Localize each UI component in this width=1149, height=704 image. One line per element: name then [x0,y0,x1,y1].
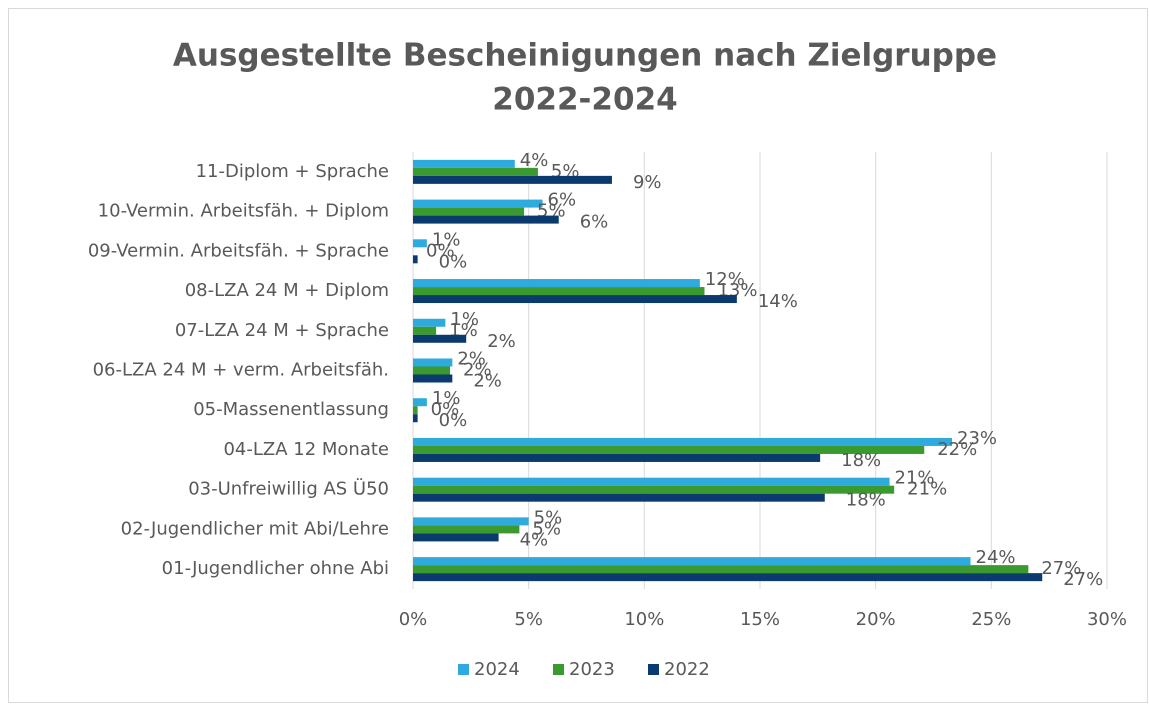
bar [413,406,418,415]
value-label: 27% [1063,569,1103,590]
value-label: 9% [633,172,662,193]
x-tick-label: 30% [1087,609,1127,630]
legend-label: 2022 [664,659,710,680]
chart-title: Ausgestellte Bescheinigungen nach Zielgr… [173,38,997,74]
bar [413,485,895,494]
bar [413,533,499,542]
bar [413,493,825,502]
bar [413,573,1043,582]
value-label: 4% [520,150,549,171]
bar [413,525,520,534]
bar [413,207,525,216]
value-label: 27% [1041,558,1081,579]
bar [413,557,971,566]
value-label: 5% [534,507,563,528]
bar [413,279,700,288]
bar [413,374,453,383]
y-tick-label: 08-LZA 24 M + Diplom [185,280,389,301]
y-tick-label: 04-LZA 12 Monate [223,439,389,460]
legend-swatch [553,664,564,675]
x-tick-label: 0% [399,609,428,630]
value-label: 2% [457,349,486,370]
legend-swatch [458,664,469,675]
bar [413,326,437,335]
y-tick-label: 06-LZA 24 M + verm. Arbeitsfäh. [93,360,389,381]
y-tick-label: 01-Jugendlicher ohne Abi [162,558,389,579]
bar [413,239,427,248]
bar [413,517,529,526]
y-tick-label: 11-Diplom + Sprache [196,161,389,182]
bar [413,437,953,446]
bar [413,414,418,423]
bar [413,453,821,462]
x-tick-label: 10% [624,609,664,630]
bar [413,318,446,327]
y-tick-label: 03-Unfreiwillig AS Ü50 [188,478,389,500]
chart-title: 2022-2024 [492,82,677,118]
bar [413,167,538,176]
y-tick-label: 07-LZA 24 M + Sprache [175,320,389,341]
x-tick-label: 25% [971,609,1011,630]
value-label: 22% [937,439,977,460]
value-label: 21% [895,468,935,489]
value-label: 0% [439,251,468,272]
chart-border [8,8,1148,703]
legend-label: 2024 [474,659,520,680]
bar [413,199,543,208]
bar [413,565,1029,574]
bar [413,477,890,486]
legend-swatch [648,664,659,675]
bar [413,366,451,375]
bar [413,358,453,367]
x-tick-label: 5% [514,609,543,630]
bar [413,175,612,184]
value-label: 21% [907,479,947,500]
bar [413,215,559,224]
value-label: 1% [432,229,461,250]
value-label: 12% [705,269,745,290]
y-tick-label: 10-Vermin. Arbeitsfäh. + Diplom [98,201,389,222]
value-label: 6% [580,212,609,233]
value-label: 23% [957,428,997,449]
value-label: 4% [520,529,549,550]
x-tick-label: 20% [856,609,896,630]
legend-label: 2023 [569,659,615,680]
value-label: 24% [976,547,1016,568]
value-label: 14% [758,291,798,312]
value-label: 1% [450,309,479,330]
bar [413,295,737,304]
value-label: 1% [432,388,461,409]
y-tick-label: 02-Jugendlicher mit Abi/Lehre [121,518,389,539]
value-label: 6% [548,190,577,211]
value-label: 0% [439,410,468,431]
bar [413,159,515,168]
bar [413,398,427,407]
bar [413,334,467,343]
bar [413,287,705,296]
value-label: 18% [846,490,886,511]
value-label: 2% [487,331,516,352]
value-label: 2% [463,360,492,381]
bar [413,255,418,264]
value-label: 18% [841,450,881,471]
bar [413,445,925,454]
y-tick-label: 09-Vermin. Arbeitsfäh. + Sprache [88,240,389,261]
x-tick-label: 15% [740,609,780,630]
y-tick-label: 05-Massenentlassung [193,399,389,420]
value-label: 5% [532,518,561,539]
value-label: 2% [473,371,502,392]
value-label: 0% [426,240,455,261]
value-label: 0% [431,399,460,420]
